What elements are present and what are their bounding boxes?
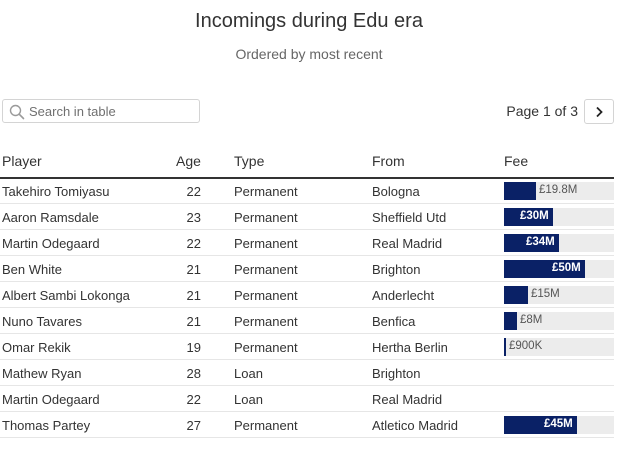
- column-header-player[interactable]: Player: [2, 153, 42, 169]
- fee-bar: £8M: [504, 312, 614, 330]
- table-row: Nuno Tavares 21 Permanent Benfica £8M: [0, 308, 614, 334]
- from-cell: Hertha Berlin: [372, 340, 448, 355]
- from-cell: Brighton: [372, 366, 421, 381]
- search-icon: [9, 104, 25, 120]
- search-box[interactable]: [2, 99, 200, 123]
- type-cell: Loan: [234, 392, 263, 407]
- page-indicator: Page 1 of 3: [506, 103, 578, 119]
- search-input[interactable]: [29, 103, 195, 119]
- table-row: Albert Sambi Lokonga 21 Permanent Anderl…: [0, 282, 614, 308]
- fee-label: £8M: [520, 314, 543, 326]
- age-cell: 19: [186, 340, 201, 355]
- player-cell: Ben White: [2, 262, 62, 277]
- type-cell: Permanent: [234, 288, 298, 303]
- player-cell: Mathew Ryan: [2, 366, 82, 381]
- age-cell: 28: [186, 366, 201, 381]
- page-subtitle: Ordered by most recent: [235, 46, 383, 62]
- fee-bar: £15M: [504, 286, 614, 304]
- from-cell: Atletico Madrid: [372, 418, 458, 433]
- from-cell: Real Madrid: [372, 392, 443, 407]
- type-cell: Permanent: [234, 418, 298, 433]
- page-title: Incomings during Edu era: [195, 10, 423, 32]
- fee-bar-fill: [504, 182, 536, 200]
- from-cell: Brighton: [372, 262, 421, 277]
- player-cell: Thomas Partey: [2, 418, 91, 433]
- table-row: Martin Odegaard 22 Loan Real Madrid: [0, 386, 614, 412]
- fee-bar-fill: [504, 312, 517, 330]
- next-page-button[interactable]: [584, 99, 614, 124]
- table-row: Ben White 21 Permanent Brighton £50M: [0, 256, 614, 282]
- chevron-right-icon: [596, 106, 603, 118]
- player-cell: Nuno Tavares: [2, 314, 82, 329]
- table-row: Aaron Ramsdale 23 Permanent Sheffield Ut…: [0, 204, 614, 230]
- fee-bar: £900K: [504, 338, 614, 356]
- fee-label: £45M: [544, 418, 573, 430]
- age-cell: 22: [186, 392, 201, 407]
- column-header-fee[interactable]: Fee: [504, 153, 529, 169]
- table-row: Takehiro Tomiyasu 22 Permanent Bologna £…: [0, 178, 614, 204]
- age-cell: 21: [186, 314, 201, 329]
- player-cell: Albert Sambi Lokonga: [2, 288, 130, 303]
- fee-label: £30M: [520, 210, 549, 222]
- age-cell: 22: [186, 236, 201, 251]
- column-header-age[interactable]: Age: [176, 153, 201, 169]
- fee-label: £19.8M: [539, 184, 578, 196]
- from-cell: Anderlecht: [372, 288, 435, 303]
- fee-bar-fill: [504, 416, 577, 434]
- from-cell: Benfica: [372, 314, 416, 329]
- age-cell: 22: [186, 184, 201, 199]
- fee-bar: £19.8M: [504, 182, 614, 200]
- type-cell: Permanent: [234, 340, 298, 355]
- fee-bar-fill: [504, 286, 528, 304]
- table-row: Thomas Partey 27 Permanent Atletico Madr…: [0, 412, 614, 438]
- age-cell: 23: [186, 210, 201, 225]
- age-cell: 27: [186, 418, 201, 433]
- fee-label: £50M: [552, 262, 581, 274]
- fee-bar-fill: [504, 338, 506, 356]
- fee-label: £900K: [509, 340, 543, 352]
- player-cell: Aaron Ramsdale: [2, 210, 99, 225]
- fee-bar-fill: [504, 234, 559, 252]
- player-cell: Martin Odegaard: [2, 392, 100, 407]
- fee-bar: £45M: [504, 416, 614, 434]
- fee-label: £34M: [526, 236, 555, 248]
- column-header-type[interactable]: Type: [234, 153, 265, 169]
- age-cell: 21: [186, 262, 201, 277]
- table-row: Mathew Ryan 28 Loan Brighton: [0, 360, 614, 386]
- player-cell: Omar Rekik: [2, 340, 71, 355]
- type-cell: Permanent: [234, 210, 298, 225]
- type-cell: Permanent: [234, 314, 298, 329]
- from-cell: Sheffield Utd: [372, 210, 447, 225]
- table-row: Omar Rekik 19 Permanent Hertha Berlin £9…: [0, 334, 614, 360]
- table-row: Martin Odegaard 22 Permanent Real Madrid…: [0, 230, 614, 256]
- header-divider: [0, 177, 614, 179]
- from-cell: Bologna: [372, 184, 420, 199]
- type-cell: Permanent: [234, 262, 298, 277]
- type-cell: Permanent: [234, 184, 298, 199]
- fee-bar-fill: [504, 260, 585, 278]
- player-cell: Takehiro Tomiyasu: [2, 184, 110, 199]
- fee-bar: £34M: [504, 234, 614, 252]
- type-cell: Permanent: [234, 236, 298, 251]
- fee-bar: £30M: [504, 208, 614, 226]
- type-cell: Loan: [234, 366, 263, 381]
- fee-bar: £50M: [504, 260, 614, 278]
- fee-label: £15M: [531, 288, 560, 300]
- column-header-from[interactable]: From: [372, 153, 405, 169]
- fee-bar-fill: [504, 208, 553, 226]
- from-cell: Real Madrid: [372, 236, 443, 251]
- age-cell: 21: [186, 288, 201, 303]
- player-cell: Martin Odegaard: [2, 236, 100, 251]
